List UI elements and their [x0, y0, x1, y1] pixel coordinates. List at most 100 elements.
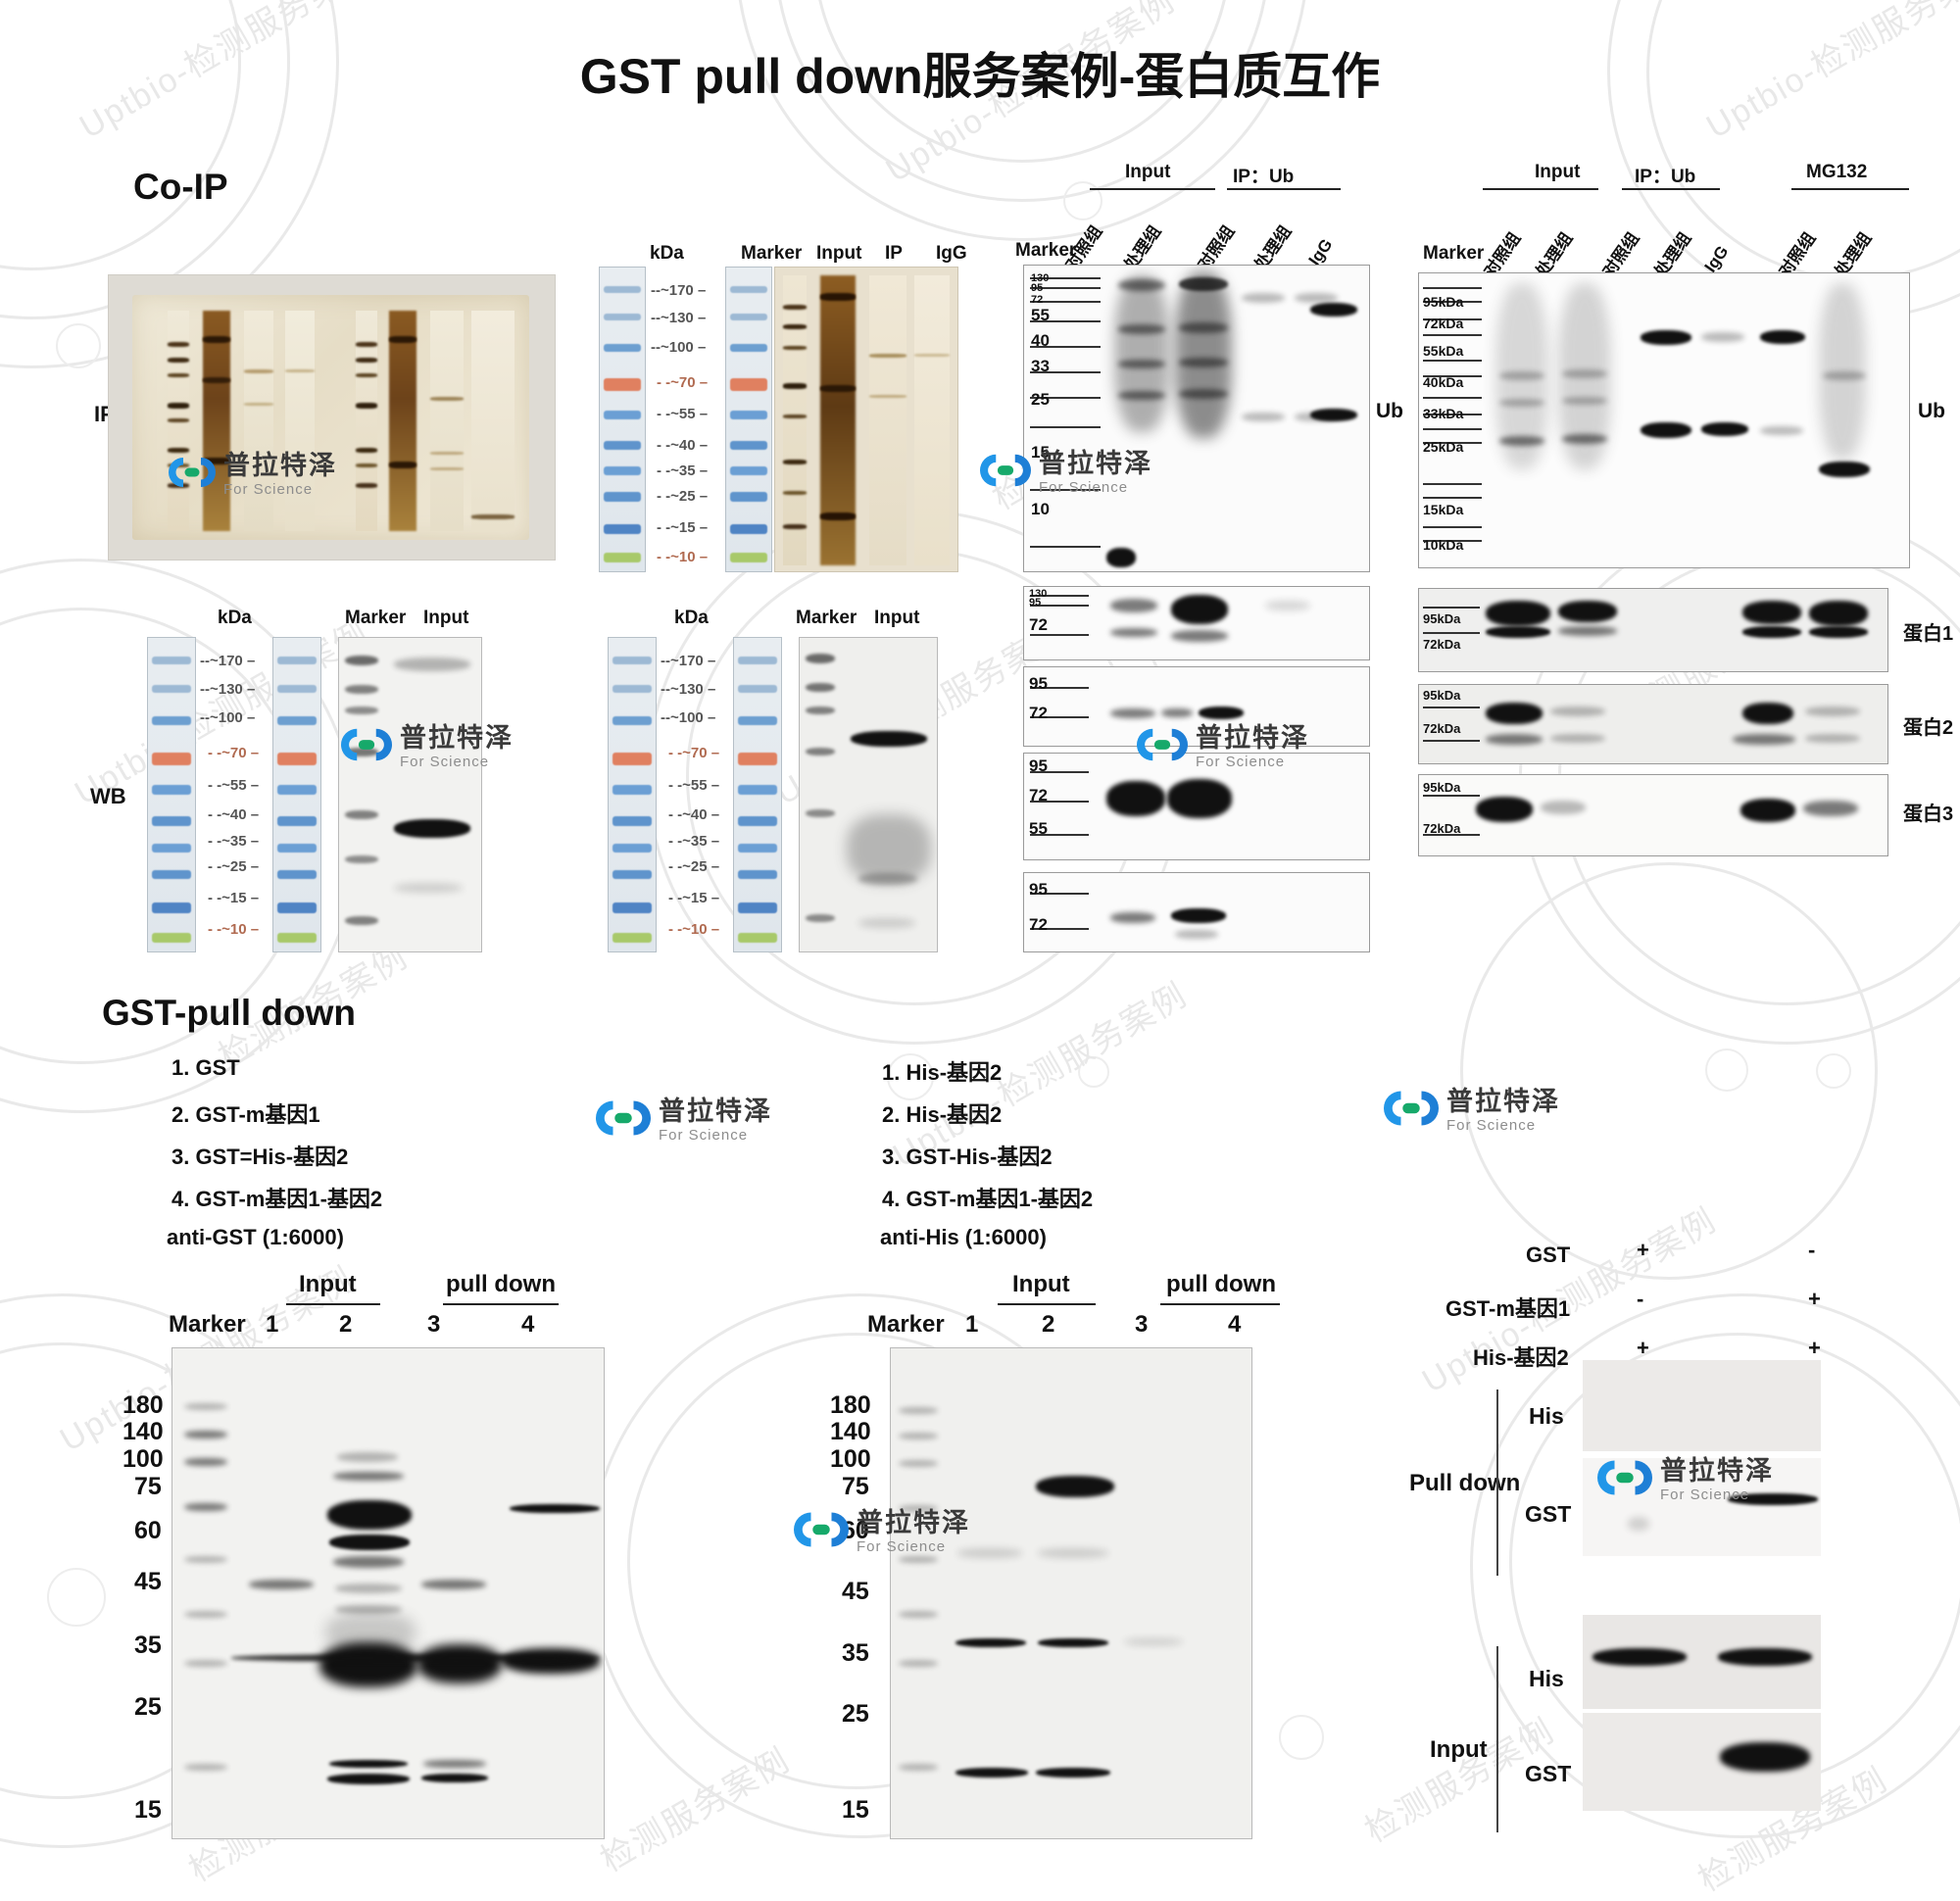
- watermark-dot: [1705, 1048, 1748, 1092]
- western-blot-panel-ub: [1023, 265, 1370, 572]
- protein-label: 蛋白2: [1903, 717, 1954, 739]
- marker-tick: 75: [842, 1473, 869, 1500]
- matrix-value: +: [1808, 1287, 1821, 1311]
- marker-tick: 95: [1029, 880, 1048, 899]
- marker-tick: 72: [1029, 786, 1048, 804]
- group-label-pulldown: Pull down: [1409, 1470, 1521, 1496]
- group-underline: [1227, 188, 1341, 190]
- marker-tick: 95kDa: [1423, 611, 1461, 626]
- marker-tick: 75: [134, 1473, 162, 1500]
- western-blot-panel: [799, 637, 938, 952]
- prestained-ladder: [147, 637, 196, 952]
- lane-header-3: 3: [1135, 1311, 1149, 1338]
- marker-tick: 25: [134, 1693, 162, 1721]
- legend-item: 3. GST-His-基因2: [882, 1145, 1053, 1169]
- marker-tick: 45: [134, 1568, 162, 1595]
- lane-header-2: 2: [339, 1311, 353, 1338]
- watermark-dot: [1816, 1053, 1851, 1089]
- group-underline: [1160, 1303, 1280, 1305]
- protein-label: 蛋白1: [1903, 623, 1954, 645]
- prestained-ladder: [608, 637, 657, 952]
- legend-item: 1. GST: [172, 1055, 240, 1080]
- matrix-value: +: [1808, 1336, 1821, 1360]
- logo-text-cn: 普拉特泽: [1446, 1087, 1560, 1116]
- lane-header-igg: IgG: [936, 243, 967, 264]
- lane-header-3: 3: [427, 1311, 441, 1338]
- marker-tick: 95: [1031, 282, 1044, 294]
- western-blot-subpanel: [1418, 588, 1888, 672]
- pulldown-his-blot: [1583, 1360, 1821, 1451]
- marker-tick: 10: [1031, 500, 1050, 518]
- marker-tick: 72: [1031, 294, 1044, 306]
- prestained-ladder: [599, 267, 646, 572]
- lane-header-input: Input: [874, 608, 920, 628]
- logo-text-cn: 普拉特泽: [659, 1097, 772, 1126]
- lane-label-igg: IgG: [1700, 242, 1733, 276]
- lane-header-1: 1: [965, 1311, 979, 1338]
- prestained-ladder: [733, 637, 782, 952]
- marker-tick: 25kDa: [1423, 439, 1464, 455]
- matrix-value: +: [1637, 1336, 1649, 1360]
- western-blot-subpanel: [1418, 774, 1888, 856]
- marker-tick: 180: [830, 1391, 871, 1419]
- matrix-row-label: GST-m基因1: [1446, 1296, 1571, 1321]
- marker-tick: 100: [122, 1445, 164, 1473]
- watermark-dot: [56, 323, 101, 368]
- marker-tick: 45: [842, 1578, 869, 1605]
- row-label-wb: WB: [90, 784, 126, 808]
- marker-tick: 15: [842, 1796, 869, 1824]
- watermark-dot: [1078, 1056, 1109, 1088]
- western-blot-panel: [338, 637, 482, 952]
- ladder-header-kda: kDa: [674, 608, 709, 628]
- legend-antibody: anti-His (1:6000): [880, 1225, 1047, 1249]
- legend-item: 2. His-基因2: [882, 1102, 1003, 1127]
- marker-tick: 72: [1029, 615, 1048, 634]
- group-header-pulldown: pull down: [446, 1271, 556, 1297]
- lane-header-2: 2: [1042, 1311, 1055, 1338]
- ladder-header-kda: kDa: [218, 608, 252, 628]
- silver-stain-gel-photo: [108, 274, 556, 561]
- silver-stain-gel-photo: [774, 267, 958, 572]
- group-underline: [998, 1303, 1096, 1305]
- logo-mark-icon: [794, 1509, 849, 1555]
- logo-mark-icon: [1384, 1088, 1439, 1134]
- marker-tick: 95kDa: [1423, 780, 1461, 795]
- group-header-mg132: MG132: [1806, 162, 1868, 182]
- marker-tick: 10kDa: [1423, 537, 1464, 553]
- side-label-ub: Ub: [1376, 400, 1403, 422]
- group-bracket: [1496, 1389, 1498, 1576]
- lane-header-marker: Marker: [1015, 240, 1077, 261]
- lane-header-marker: Marker: [741, 243, 803, 264]
- marker-tick: 15: [134, 1796, 162, 1824]
- matrix-value: -: [1808, 1238, 1816, 1262]
- watermark-dot: [1279, 1715, 1324, 1760]
- marker-tick: 15kDa: [1423, 502, 1464, 517]
- western-blot-subpanel: [1023, 753, 1370, 860]
- group-header-ip-ub: IP：Ub: [1233, 167, 1295, 187]
- marker-tick: 40kDa: [1423, 374, 1464, 390]
- marker-tick: 72: [1029, 704, 1048, 722]
- lane-header-input: Input: [423, 608, 469, 628]
- group-underline: [1090, 188, 1215, 190]
- input-his-blot: [1583, 1615, 1821, 1709]
- pulldown-gst-blot: [1583, 1458, 1821, 1556]
- lane-header-input: Input: [816, 243, 862, 264]
- western-blot-panel-ub: [1418, 272, 1910, 568]
- marker-tick: 35: [842, 1639, 869, 1667]
- row-label-gst: GST: [1525, 1761, 1572, 1786]
- watermark-dot: [47, 1568, 106, 1627]
- logo-mark-icon: [596, 1097, 651, 1144]
- legend-item: 1. His-基因2: [882, 1060, 1003, 1085]
- lane-header-marker: Marker: [169, 1311, 246, 1338]
- lane-header-marker: Marker: [1423, 243, 1485, 264]
- marker-tick: 55: [1029, 819, 1048, 838]
- western-blot-subpanel: [1023, 666, 1370, 747]
- group-underline: [443, 1303, 559, 1305]
- watermark-ring: [1460, 862, 1878, 1280]
- marker-tick: 25: [1031, 390, 1050, 409]
- lane-header-marker: Marker: [345, 608, 407, 628]
- page-title: GST pull down服务案例-蛋白质互作: [579, 49, 1381, 104]
- marker-tick: 25: [842, 1700, 869, 1728]
- logo-text-en: For Science: [1446, 1117, 1537, 1134]
- western-blot-subpanel: [1023, 586, 1370, 660]
